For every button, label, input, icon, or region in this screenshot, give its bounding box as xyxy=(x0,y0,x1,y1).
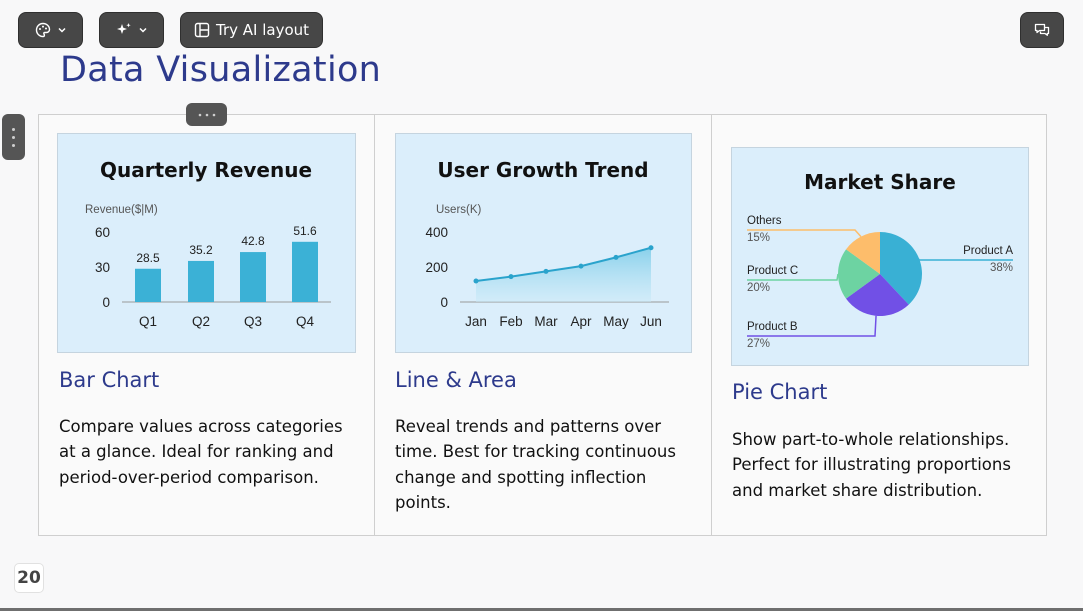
x-tick-label: Jan xyxy=(465,314,487,329)
column-divider xyxy=(374,115,375,535)
data-point xyxy=(578,263,584,269)
x-tick-label: Q2 xyxy=(192,314,210,329)
data-point xyxy=(648,245,654,251)
y-tick-label: 0 xyxy=(440,295,448,310)
leader-line xyxy=(747,229,862,238)
leader-line xyxy=(747,273,839,281)
chevron-down-icon xyxy=(138,25,148,35)
card-title: Bar Chart xyxy=(59,368,160,392)
bar xyxy=(292,241,318,302)
bar-chart: Quarterly Revenue Revenue($|M) 0 30 60 28.5 Q1… xyxy=(57,133,356,353)
x-tick-label: Feb xyxy=(499,314,522,329)
data-point xyxy=(613,254,619,260)
content-grid: Quarterly Revenue Revenue($|M) 0 30 60 28.5 Q1… xyxy=(38,114,1047,536)
area-fill xyxy=(476,247,651,302)
chat-icon xyxy=(1034,22,1050,38)
bar xyxy=(188,260,214,302)
x-tick-label: Q1 xyxy=(139,314,157,329)
data-point xyxy=(543,268,549,274)
data-label: 35.2 xyxy=(189,243,213,257)
card-description: Show part-to-whole relationships. Perfec… xyxy=(732,430,1011,500)
line-area-chart: User Growth Trend Users(K) 0 200 400 Jan Feb Ma… xyxy=(395,133,692,353)
y-tick-label: 30 xyxy=(95,260,110,275)
bottom-border xyxy=(0,608,1083,611)
x-tick-label: Q3 xyxy=(244,314,262,329)
chart-title: Market Share xyxy=(804,170,956,194)
pie-chart-svg: Market Share Product A 38% Product B 27% Prod… xyxy=(747,170,1013,350)
leader-line xyxy=(747,315,877,337)
bar-chart-svg: Quarterly Revenue Revenue($|M) 0 30 60 28.5 Q1… xyxy=(85,158,331,329)
card-description: Compare values across categories at a gl… xyxy=(59,417,343,487)
card-description: Reveal trends and patterns over time. Be… xyxy=(395,417,676,512)
handle-dot xyxy=(12,143,15,147)
try-ai-layout-label: Try AI layout xyxy=(215,21,310,39)
slice-name-label: Product A xyxy=(963,245,1013,257)
x-tick-label: Q4 xyxy=(296,314,315,329)
card-title: Pie Chart xyxy=(732,380,828,404)
card-pie-chart: Market Share Product A 38% Product B 27% Prod… xyxy=(712,115,1046,535)
handle-dot xyxy=(12,127,15,131)
y-tick-label: 60 xyxy=(95,225,110,240)
slice-name-label: Product B xyxy=(747,321,798,333)
bar xyxy=(135,268,161,302)
data-label: 42.8 xyxy=(241,234,265,248)
pie-slice xyxy=(838,249,880,299)
page-title: Data Visualization xyxy=(60,50,382,90)
card-line-chart: User Growth Trend Users(K) 0 200 400 Jan Feb Ma… xyxy=(375,115,711,535)
card-title: Line & Area xyxy=(395,368,517,392)
try-ai-layout-button[interactable]: Try AI layout xyxy=(180,12,323,48)
x-tick-label: Apr xyxy=(570,314,592,329)
slice-percent-label: 20% xyxy=(747,282,770,294)
palette-icon xyxy=(35,22,51,38)
y-tick-label: 400 xyxy=(425,225,448,240)
data-label: 51.6 xyxy=(293,224,317,238)
line-chart-svg: User Growth Trend Users(K) 0 200 400 Jan Feb Ma… xyxy=(425,158,669,329)
data-point xyxy=(508,274,514,280)
leader-line xyxy=(916,258,1013,261)
y-axis-label: Revenue($|M) xyxy=(85,204,158,216)
y-tick-label: 0 xyxy=(102,295,110,310)
data-label: 28.5 xyxy=(136,251,160,265)
slice-name-label: Others xyxy=(747,215,782,227)
data-point xyxy=(473,278,479,284)
slice-percent-label: 27% xyxy=(747,338,770,350)
card-bar-chart: Quarterly Revenue Revenue($|M) 0 30 60 28.5 Q1… xyxy=(39,115,374,535)
column-divider xyxy=(711,115,712,535)
bar xyxy=(240,252,266,302)
layout-icon xyxy=(194,22,210,38)
ai-menu-button[interactable] xyxy=(99,12,164,48)
handle-dot xyxy=(12,135,15,139)
pie-chart: Market Share Product A 38% Product B 27% Prod… xyxy=(731,147,1029,366)
y-tick-label: 200 xyxy=(425,260,448,275)
block-drag-handle[interactable] xyxy=(186,103,227,126)
chat-button[interactable] xyxy=(1020,12,1064,48)
pie-slice xyxy=(846,274,909,316)
sparkle-icon xyxy=(116,22,132,38)
pie-slice xyxy=(880,232,922,305)
series-line xyxy=(475,246,652,282)
x-tick-label: May xyxy=(603,314,629,329)
x-tick-label: Mar xyxy=(534,314,558,329)
slice-name-label: Product C xyxy=(747,265,798,277)
theme-menu-button[interactable] xyxy=(18,12,83,48)
chart-title: User Growth Trend xyxy=(437,158,648,182)
page-number: 20 xyxy=(14,563,44,593)
slice-percent-label: 15% xyxy=(747,232,770,244)
chevron-down-icon xyxy=(57,25,67,35)
y-axis-label: Users(K) xyxy=(436,204,482,216)
chart-title: Quarterly Revenue xyxy=(100,158,312,182)
pie-slice xyxy=(846,232,880,274)
x-tick-label: Jun xyxy=(640,314,662,329)
slice-percent-label: 38% xyxy=(990,262,1013,274)
side-drag-handle[interactable] xyxy=(2,114,25,160)
